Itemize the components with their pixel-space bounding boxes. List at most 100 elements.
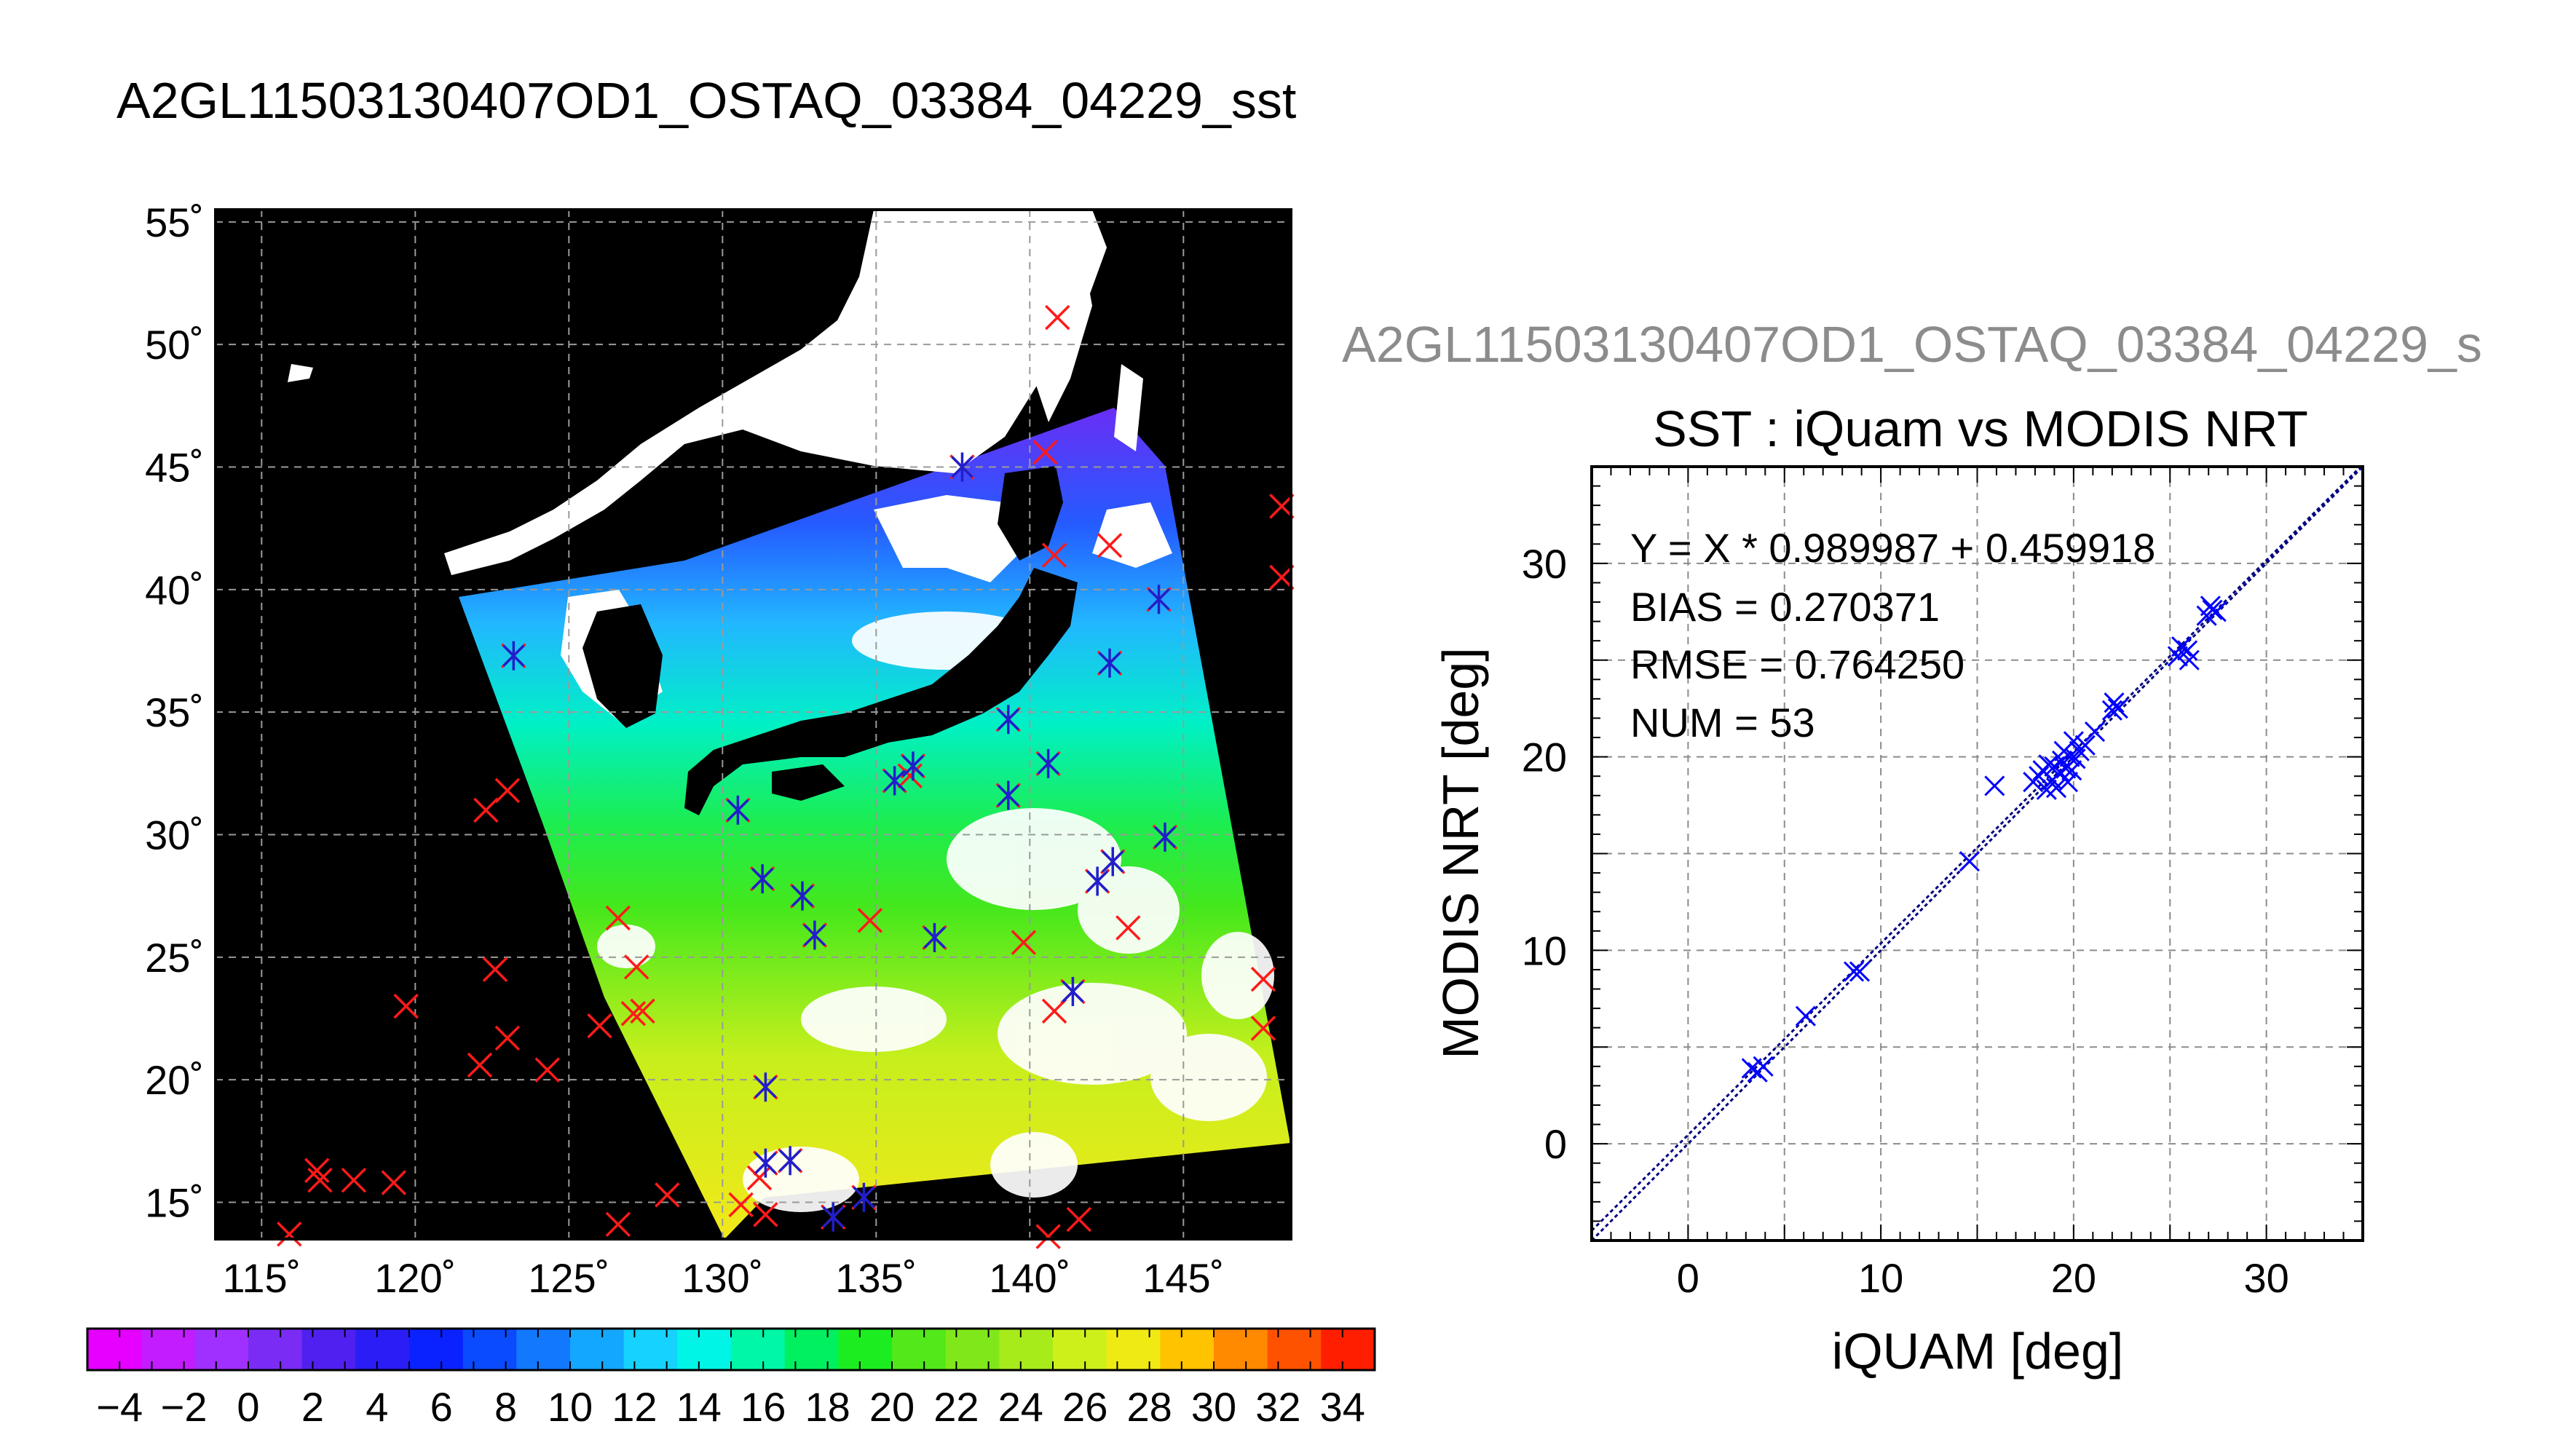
- matchup-marker: [482, 957, 508, 982]
- cloud-cover: [597, 612, 1274, 1212]
- matchup-marker: [1097, 532, 1123, 558]
- scatter-x-tick-label: 30: [2243, 1255, 2289, 1301]
- scatter-point: [2074, 735, 2096, 756]
- valid-matchup-marker: [1102, 847, 1124, 877]
- scatter-title: SST : iQuam vs MODIS NRT: [1653, 400, 2308, 457]
- matchup-marker: [304, 1158, 330, 1183]
- latitude-tick-label: 25˚: [145, 935, 204, 981]
- matchup-marker: [1035, 1224, 1061, 1249]
- scatter-point: [1849, 961, 1871, 982]
- colorbar-cell: [1214, 1329, 1268, 1370]
- longitude-tick-label: 145˚: [1142, 1255, 1224, 1301]
- colorbar-tick-label: 12: [612, 1384, 657, 1430]
- colorbar-cells: [87, 1329, 1375, 1370]
- map-frame: [214, 208, 1292, 1241]
- colorbar-tick-label: −4: [96, 1384, 143, 1430]
- colorbar-tick-label: 18: [805, 1384, 850, 1430]
- colorbar-tick-label: −2: [161, 1384, 208, 1430]
- colorbar-tick-label: 16: [741, 1384, 786, 1430]
- colorbar-cell: [194, 1329, 249, 1370]
- colorbar-cell: [1321, 1329, 1375, 1370]
- scatter-points: [1741, 596, 2227, 1083]
- valid-matchup-marker: [1062, 976, 1084, 1006]
- map-grid: [216, 210, 1291, 1239]
- valid-matchup-marker: [1148, 585, 1170, 614]
- scatter-point: [2101, 700, 2122, 721]
- colorbar-cell: [409, 1329, 464, 1370]
- valid-matchup-marker: [923, 922, 946, 952]
- scatter-point: [1959, 851, 1980, 872]
- longitude-tick-label: 130˚: [682, 1255, 763, 1301]
- colorbar-tick-label: 20: [869, 1384, 915, 1430]
- valid-matchup-marker: [997, 780, 1019, 810]
- valid-matchup-marker: [997, 705, 1019, 735]
- valid-matchup-marker: [803, 920, 826, 950]
- matchup-marker: [587, 1013, 612, 1039]
- matchup-marker: [1250, 966, 1276, 992]
- scatter-x-tick-label: 10: [1858, 1255, 1903, 1301]
- valid-matchup-marker: [853, 1182, 875, 1212]
- main-title: A2GL11503130407OD1_OSTAQ_03384_04229_sst: [117, 72, 1296, 129]
- scatter-point: [2107, 698, 2128, 719]
- matchup-marker: [1250, 1016, 1276, 1041]
- scatter-point: [1753, 1056, 1774, 1077]
- matchup-marker: [1045, 304, 1070, 331]
- scatter-point: [2202, 599, 2223, 620]
- latitude-tick-label: 20˚: [145, 1057, 204, 1103]
- longitude-tick-label: 125˚: [528, 1255, 609, 1301]
- scatter-minor-ticks: [1592, 467, 2363, 1241]
- matchup-marker: [1041, 542, 1067, 568]
- colorbar-tick-label: 8: [494, 1384, 517, 1430]
- latitude-tick-label: 45˚: [145, 445, 204, 491]
- matchup-marker: [1041, 998, 1067, 1024]
- latitude-tick-label: 50˚: [145, 322, 204, 368]
- valid-matchup-marker: [951, 452, 974, 482]
- matchup-marker: [897, 763, 923, 788]
- fit-equation: Y = X * 0.989987 + 0.459918: [1630, 525, 2155, 571]
- matchup-marker: [620, 1001, 647, 1026]
- colorbar-tick-labels: −4 −2 0 2 4 6 8 10 12 14 16 18 20 22 24 26 28 30 32 34: [96, 1384, 1365, 1430]
- colorbar-cell: [1160, 1329, 1215, 1370]
- scatter-y-tick-label: 30: [1522, 541, 1567, 587]
- longitude-tick-labels: 115˚ 120˚ 125˚ 130˚ 135˚ 140˚ 145˚: [222, 1255, 1224, 1301]
- scatter-point: [1843, 961, 1865, 982]
- scatter-x-tick-labels: 0 10 20 30: [1677, 1255, 2289, 1301]
- colorbar-tick-label: 26: [1062, 1384, 1107, 1430]
- latitude-tick-label: 15˚: [145, 1180, 204, 1226]
- valid-matchup-marker: [502, 641, 525, 670]
- latitude-tick-labels: 55˚ 50˚ 45˚ 40˚ 35˚ 30˚ 25˚ 20˚ 15˚: [145, 199, 204, 1226]
- matchup-marker: [728, 1192, 754, 1218]
- colorbar-tick-label: 24: [998, 1384, 1043, 1430]
- colorbar-cell: [999, 1329, 1054, 1370]
- colorbar-cell: [784, 1329, 839, 1370]
- colorbar-tick-label: 6: [430, 1384, 453, 1430]
- longitude-tick-label: 135˚: [835, 1255, 917, 1301]
- colorbar-cell: [355, 1329, 410, 1370]
- matchup-marker: [534, 1057, 560, 1083]
- fit-count: NUM = 53: [1630, 700, 1815, 745]
- matchup-marker: [1011, 930, 1037, 955]
- scatter-x-axis-label: iQUAM [deg]: [1832, 1323, 2124, 1380]
- matchup-marker: [393, 993, 419, 1019]
- scatter-point: [2179, 649, 2200, 670]
- fit-statistics: Y = X * 0.989987 + 0.459918 BIAS = 0.270…: [1630, 525, 2155, 745]
- matchup-marker: [655, 1182, 680, 1208]
- valid-matchup-marker: [754, 1072, 777, 1102]
- latitude-tick-label: 35˚: [145, 689, 204, 735]
- matchup-marker: [494, 1025, 521, 1051]
- matchup-marker: [623, 954, 649, 980]
- scatter-header: A2GL11503130407OD1_OSTAQ_03384_04229_s: [1342, 316, 2482, 373]
- matchup-marker: [307, 1167, 333, 1193]
- colorbar-cell: [1267, 1329, 1322, 1370]
- scatter-x-tick-label: 0: [1677, 1255, 1699, 1301]
- longitude-tick-label: 120˚: [374, 1255, 456, 1301]
- scatter-point: [2061, 760, 2082, 781]
- colorbar-cell: [945, 1329, 1000, 1370]
- colorbar-cell: [301, 1329, 356, 1370]
- colorbar-cell: [623, 1329, 678, 1370]
- valid-matchup-marker: [1037, 748, 1059, 778]
- valid-matchup-marker: [1098, 648, 1121, 678]
- longitude-tick-label: 140˚: [989, 1255, 1070, 1301]
- matchup-marker: [473, 797, 499, 823]
